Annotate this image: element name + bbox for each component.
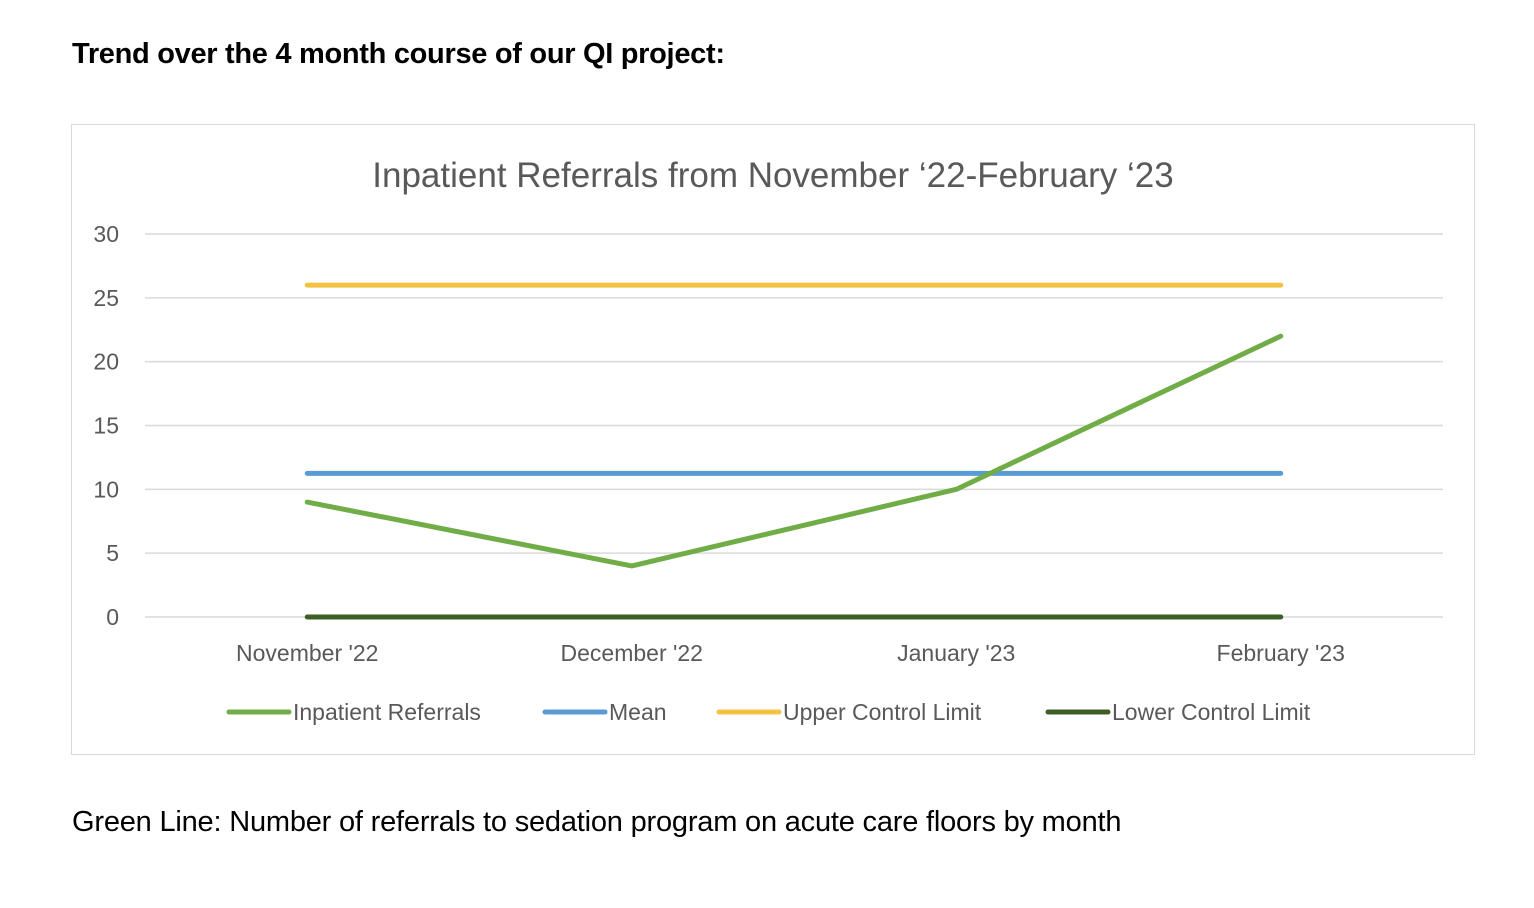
chart-frame	[71, 124, 1475, 755]
x-tick-label: February '23	[1217, 640, 1345, 666]
y-tick-label: 20	[93, 349, 119, 375]
legend-label-mean: Mean	[609, 699, 667, 725]
chart-caption: Green Line: Number of referrals to sedat…	[72, 806, 1122, 838]
y-tick-label: 30	[93, 221, 119, 247]
y-tick-label: 0	[106, 604, 119, 630]
legend-label-inpatient-referrals: Inpatient Referrals	[293, 699, 481, 725]
y-tick-label: 15	[93, 413, 119, 439]
y-tick-label: 10	[93, 476, 119, 502]
series-line-inpatient-referrals	[304, 333, 1284, 569]
chart-title: Inpatient Referrals from November ‘22-Fe…	[372, 156, 1173, 195]
x-tick-label: December '22	[561, 640, 703, 666]
legend-label-upper-control-limit: Upper Control Limit	[783, 699, 982, 725]
x-tick-label: January '23	[897, 640, 1015, 666]
y-tick-label: 25	[93, 285, 119, 311]
y-tick-label: 5	[106, 540, 119, 566]
page-heading: Trend over the 4 month course of our QI …	[72, 38, 725, 70]
x-tick-label: November '22	[236, 640, 378, 666]
legend-label-lower-control-limit: Lower Control Limit	[1112, 699, 1311, 725]
